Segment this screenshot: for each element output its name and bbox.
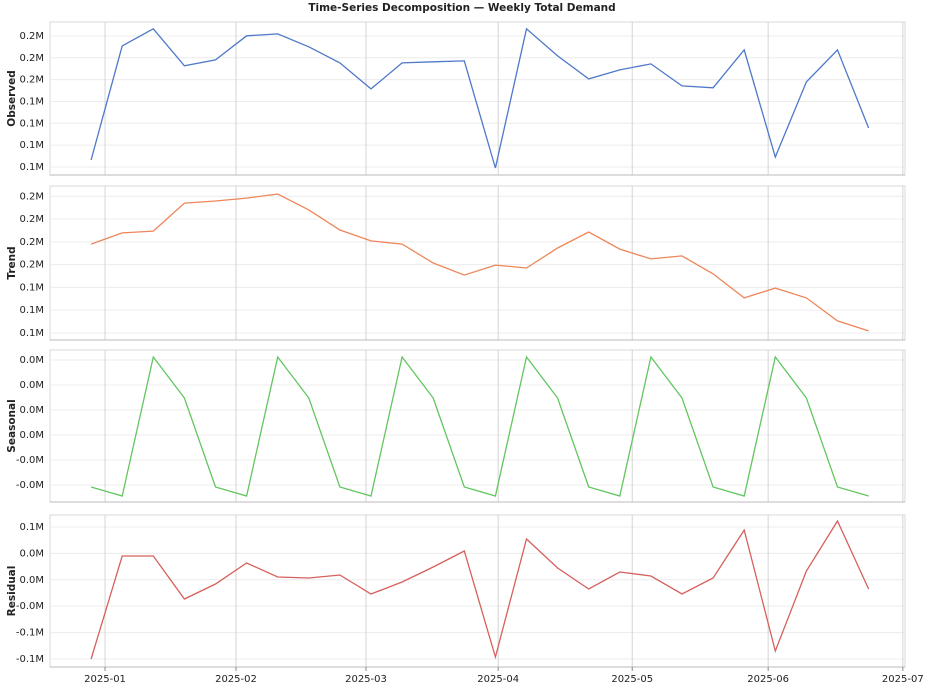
data-line: [90, 519, 870, 660]
y-axis-label: Observed: [6, 70, 18, 126]
y-tick-label: 0.2M: [19, 75, 44, 86]
y-tick-label: 0.1M: [19, 118, 44, 129]
y-tick-label: 0.2M: [19, 31, 44, 42]
panel: [49, 514, 906, 668]
y-tick-label: 0.1M: [19, 140, 44, 151]
y-axis-label: Residual: [6, 566, 18, 617]
y-tick-label: 0.2M: [19, 191, 44, 202]
y-tick-label: -0.1M: [16, 628, 44, 639]
y-tick-label: 0.0M: [19, 548, 44, 559]
y-tick-label: 0.2M: [19, 237, 44, 248]
x-tick-label: 2025-02: [215, 674, 257, 685]
x-tick-label: 2025-05: [611, 674, 653, 685]
y-tick-label: -0.0M: [16, 601, 44, 612]
y-tick-label: 0.1M: [19, 162, 44, 173]
y-tick-label: 0.2M: [19, 260, 44, 271]
x-tick-label: 2025-06: [747, 674, 789, 685]
y-tick-label: 0.2M: [19, 214, 44, 225]
data-line: [90, 27, 870, 169]
data-line: [90, 193, 869, 332]
y-tick-label: 0.0M: [19, 430, 44, 441]
y-tick-label: 0.0M: [19, 405, 44, 416]
y-axis-label: Seasonal: [6, 399, 18, 452]
y-tick-label: 0.1M: [19, 522, 44, 533]
x-tick-label: 2025-01: [84, 674, 126, 685]
panel: [49, 349, 906, 503]
y-tick-label: 0.2M: [19, 53, 44, 64]
chart-title: Time-Series Decomposition — Weekly Total…: [308, 2, 615, 14]
y-tick-label: 0.0M: [19, 380, 44, 391]
y-tick-label: 0.1M: [19, 305, 44, 316]
y-tick-label: -0.0M: [16, 455, 44, 466]
y-tick-label: 0.0M: [19, 575, 44, 586]
x-tick-label: 2025-04: [477, 674, 519, 685]
y-tick-label: 0.1M: [19, 328, 44, 339]
panel: [49, 21, 906, 176]
y-tick-label: 0.0M: [19, 355, 44, 366]
y-tick-label: 0.1M: [19, 96, 44, 107]
y-tick-label: -0.1M: [16, 654, 44, 665]
y-axis-label: Trend: [6, 246, 18, 279]
x-tick-label: 2025-03: [345, 674, 387, 685]
y-tick-label: -0.0M: [16, 480, 44, 491]
y-tick-label: 0.1M: [19, 282, 44, 293]
data-line: [90, 355, 869, 497]
x-tick-label: 2025-07: [882, 674, 924, 685]
